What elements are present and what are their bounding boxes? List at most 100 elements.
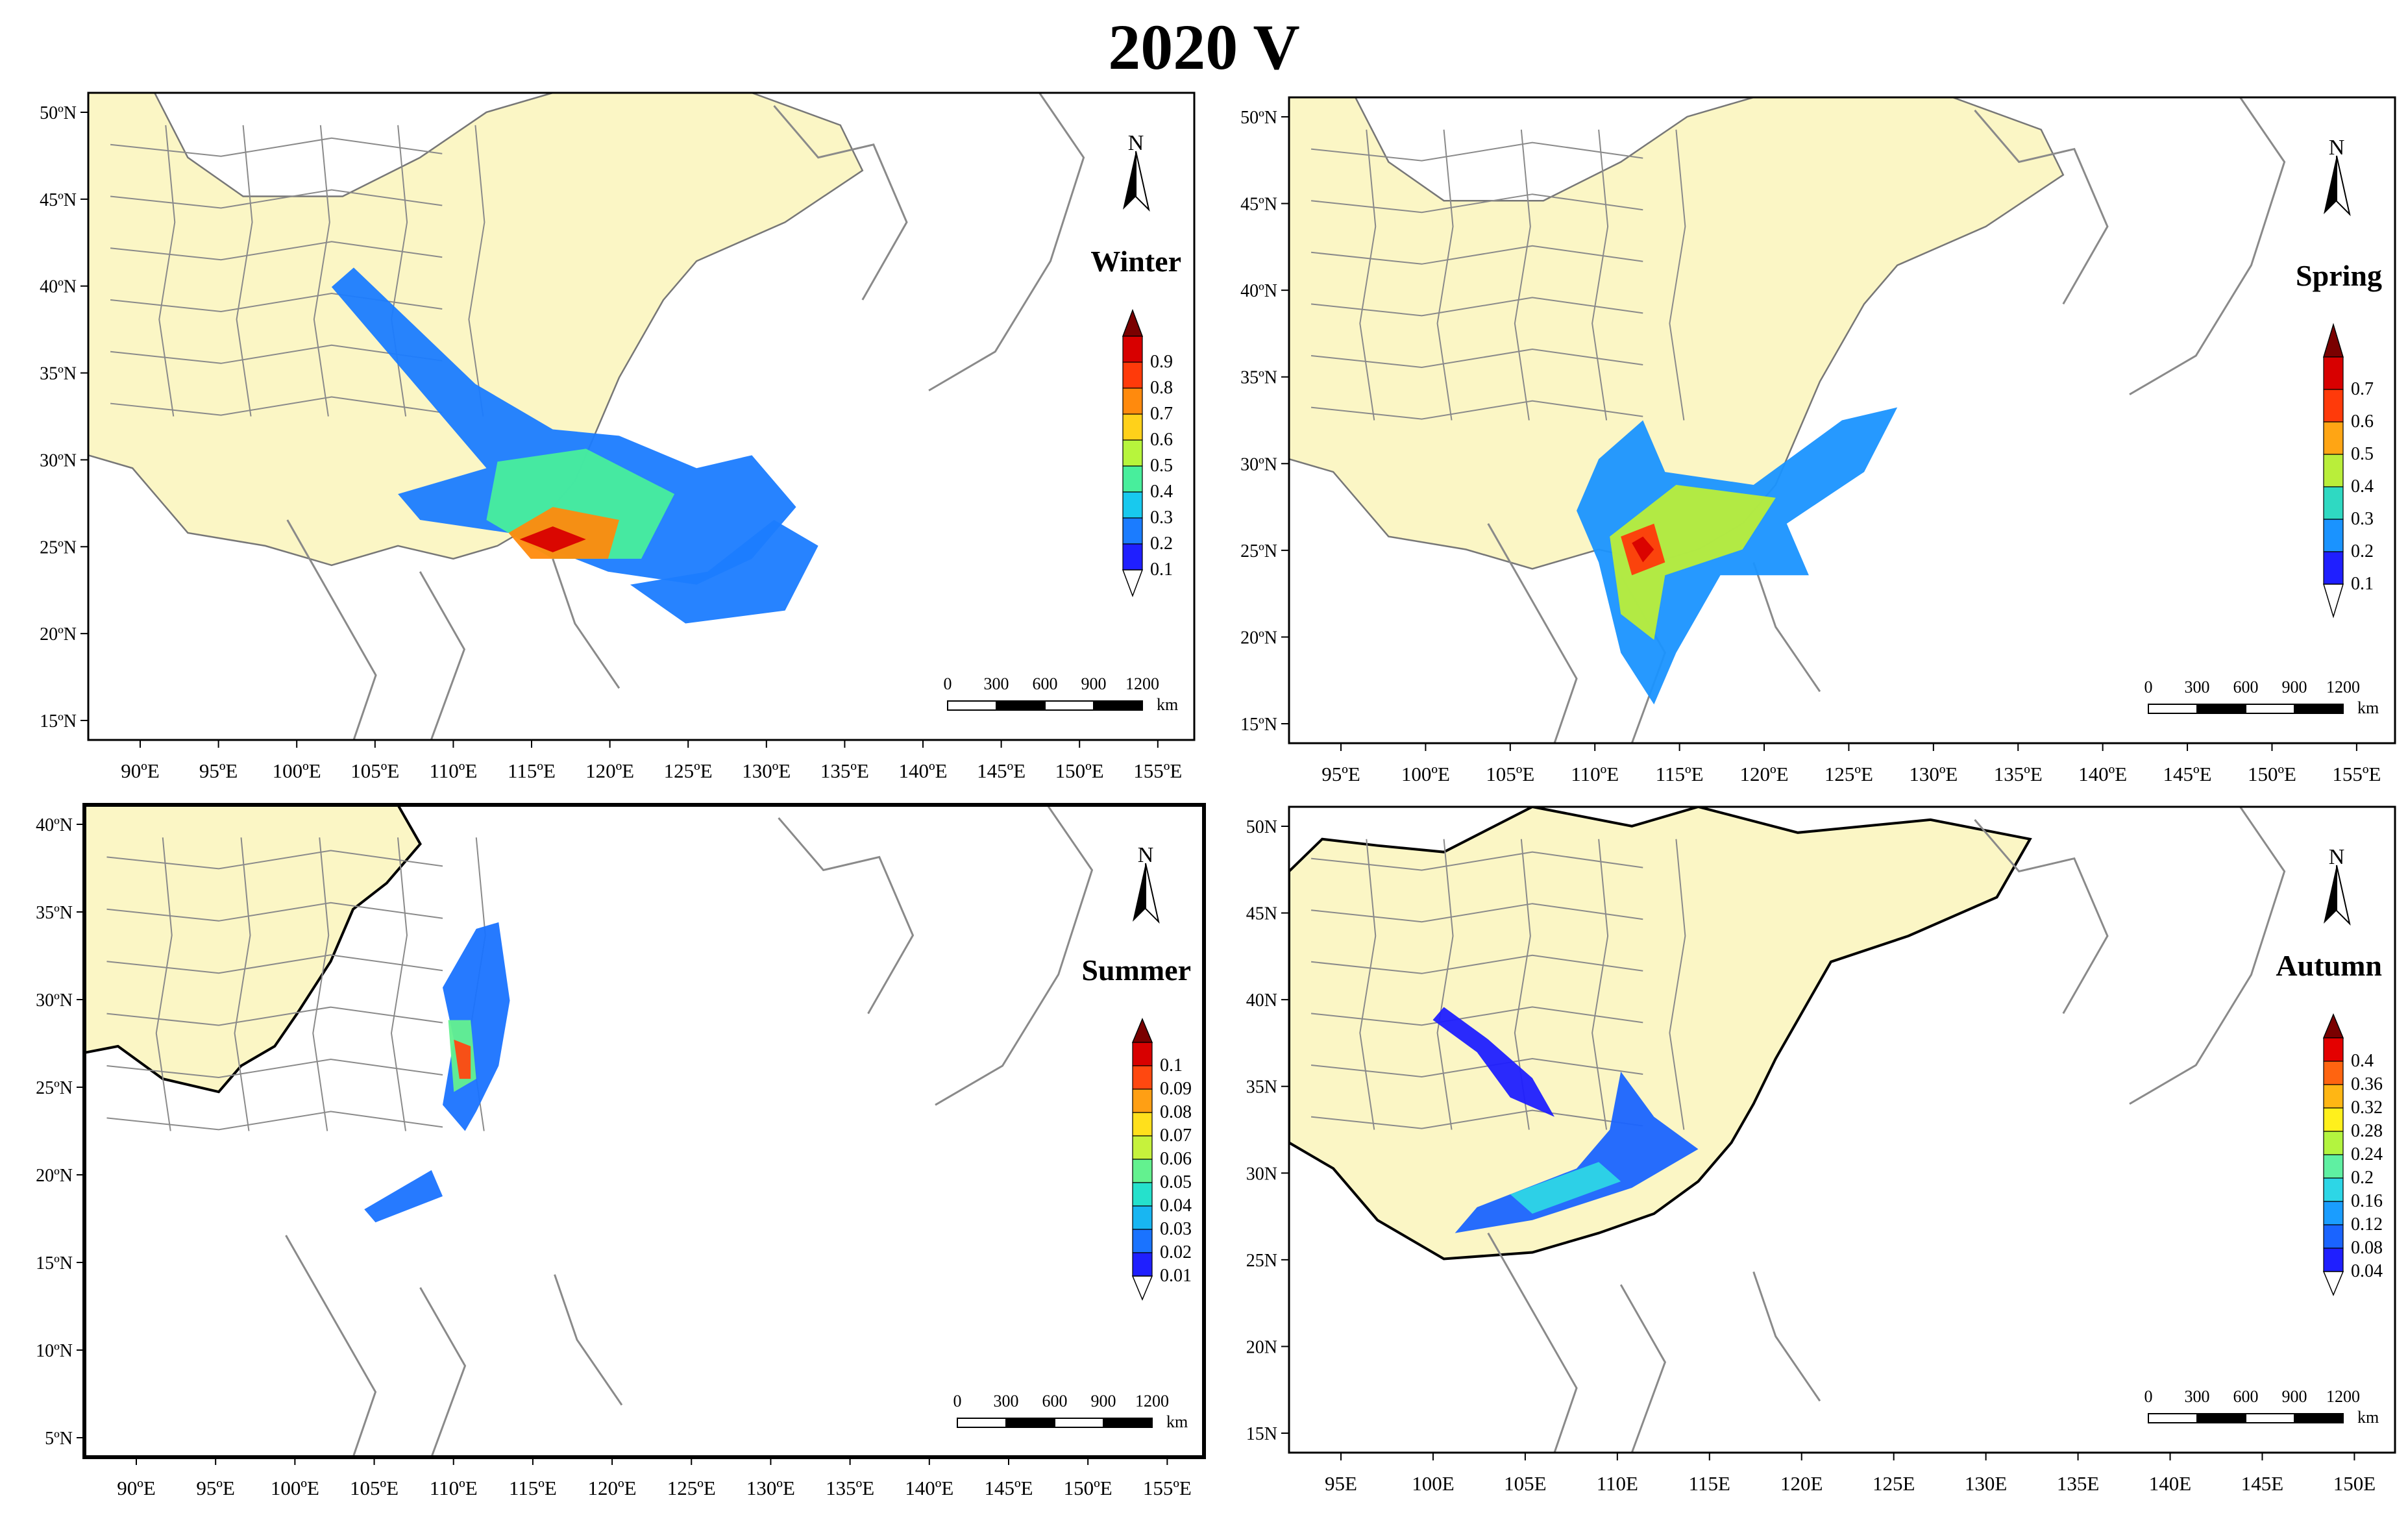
legend-value: 0.04 [1160, 1196, 1192, 1216]
legend-swatch [2323, 1131, 2344, 1155]
lat-tick-label: 10ºN [36, 1341, 73, 1361]
province-boundaries [106, 837, 486, 1131]
lon-tick-label: 135ºE [826, 1477, 874, 1499]
north-arrow-icon [1123, 151, 1150, 212]
scale-unit: km [1166, 1412, 1188, 1431]
legend-value: 0.3 [2351, 509, 2374, 529]
scale-tick-label: 900 [2282, 678, 2307, 696]
lat-tick-label: 35ºN [1240, 368, 1277, 388]
lat-tick-label: 40ºN [1240, 281, 1277, 301]
lat-tick-label: 15ºN [36, 1253, 73, 1273]
province-boundaries [110, 125, 485, 417]
lon-tick-label: 145E [2241, 1472, 2283, 1495]
lon-tick-label: 140ºE [2078, 763, 2127, 785]
legend-value: 0.16 [2351, 1191, 2383, 1211]
lat-tick-label: 40ºN [36, 815, 73, 835]
legend-value: 0.5 [2351, 444, 2374, 464]
lon-tick-label: 110ºE [429, 759, 477, 782]
lat-tick-label: 45ºN [40, 190, 77, 210]
legend-swatch [1122, 465, 1143, 493]
scale-unit: km [1157, 695, 1178, 714]
colour-legend [1122, 308, 1144, 598]
lat-tick-label: 35ºN [36, 903, 73, 923]
lon-tick-label: 95ºE [1321, 763, 1360, 785]
mainland-region [1289, 807, 2032, 1261]
neighbour-coastlines [285, 805, 1094, 1457]
lat-tick-label: 30ºN [36, 990, 73, 1011]
legend-value: 0.1 [1160, 1055, 1183, 1076]
lon-tick-label: 140E [2149, 1472, 2191, 1495]
legend-value: 0.5 [1150, 456, 1173, 476]
lon-tick-label: 135ºE [1994, 763, 2043, 785]
lat-tick-label: 50ºN [1240, 108, 1277, 128]
legend-swatch [2323, 389, 2344, 423]
lon-tick-label: 90ºE [117, 1477, 156, 1499]
lon-tick-label: 95ºE [196, 1477, 235, 1499]
lon-tick-label: 120ºE [1740, 763, 1789, 785]
legend-swatch [1132, 1065, 1153, 1090]
scale-tick-label: 300 [2185, 678, 2210, 696]
legend-value: 0.24 [2351, 1144, 2383, 1164]
legend-value: 0.36 [2351, 1074, 2383, 1094]
legend-swatch [1122, 387, 1143, 415]
legend-swatch [2323, 1107, 2344, 1132]
main-title: 2020 V [1108, 11, 1300, 83]
lon-tick-label: 120ºE [585, 759, 634, 782]
legend-swatch [1122, 336, 1143, 363]
contour-band [630, 520, 818, 624]
legend-bottom-arrow [1131, 1275, 1153, 1301]
mainland-region [88, 93, 864, 567]
lon-tick-label: 95E [1325, 1472, 1357, 1495]
lat-tick-label: 20ºN [36, 1166, 73, 1186]
scale-tick-label: 1200 [1135, 1392, 1169, 1410]
scale-tick-label: 0 [2144, 678, 2153, 696]
scale-tick-label: 900 [1091, 1392, 1116, 1410]
lon-tick-label: 125ºE [1824, 763, 1873, 785]
lon-tick-label: 115ºE [509, 1477, 557, 1499]
legend-swatch [2323, 519, 2344, 552]
lat-tick-label: 45ºN [1240, 195, 1277, 215]
lat-tick-label: 50N [1246, 817, 1277, 837]
legend-value: 0.04 [2351, 1261, 2383, 1281]
contour-band [1632, 536, 1654, 563]
lon-tick-label: 145ºE [2163, 763, 2212, 785]
lon-tick-label: 125ºE [667, 1477, 716, 1499]
legend-swatch [1132, 1042, 1153, 1066]
legend-value: 0.2 [2351, 1168, 2374, 1188]
lon-tick-label: 115E [1689, 1472, 1730, 1495]
lat-tick-label: 15ºN [1240, 715, 1277, 735]
neighbour-coastlines [286, 93, 1085, 740]
lon-tick-label: 115ºE [1656, 763, 1704, 785]
map-frame [1288, 96, 2396, 744]
scale-tick-label: 1200 [1125, 674, 1159, 693]
scale-bar [947, 700, 1143, 711]
lat-tick-label: 30ºN [1240, 454, 1277, 474]
legend-value: 0.06 [1160, 1149, 1192, 1169]
lon-tick-label: 150ºE [1055, 759, 1104, 782]
lon-tick-label: 150ºE [2248, 763, 2296, 785]
legend-value: 0.6 [1150, 430, 1173, 450]
scale-tick-label: 600 [1042, 1392, 1068, 1410]
scale-unit: km [2357, 1408, 2379, 1427]
scale-tick-label: 1200 [2326, 678, 2360, 696]
colour-legend [2322, 323, 2344, 619]
contour-band [1610, 485, 1776, 640]
legend-swatch [2323, 1084, 2344, 1109]
scale-bar [2148, 704, 2344, 714]
legend-value: 0.4 [1150, 482, 1173, 502]
contour-band [331, 267, 796, 585]
lon-tick-label: 100ºE [273, 759, 321, 782]
neighbour-coastlines [1487, 97, 2286, 743]
lat-tick-label: 20ºN [40, 624, 77, 645]
legend-value: 0.7 [1150, 404, 1173, 424]
lat-tick-label: 15ºN [40, 711, 77, 732]
mainland-region [1289, 97, 2065, 570]
lat-tick-label: 5ºN [45, 1429, 73, 1449]
lon-tick-label: 105E [1504, 1472, 1546, 1495]
contour-band [1432, 1007, 1554, 1117]
lat-tick-label: 25N [1246, 1251, 1277, 1271]
